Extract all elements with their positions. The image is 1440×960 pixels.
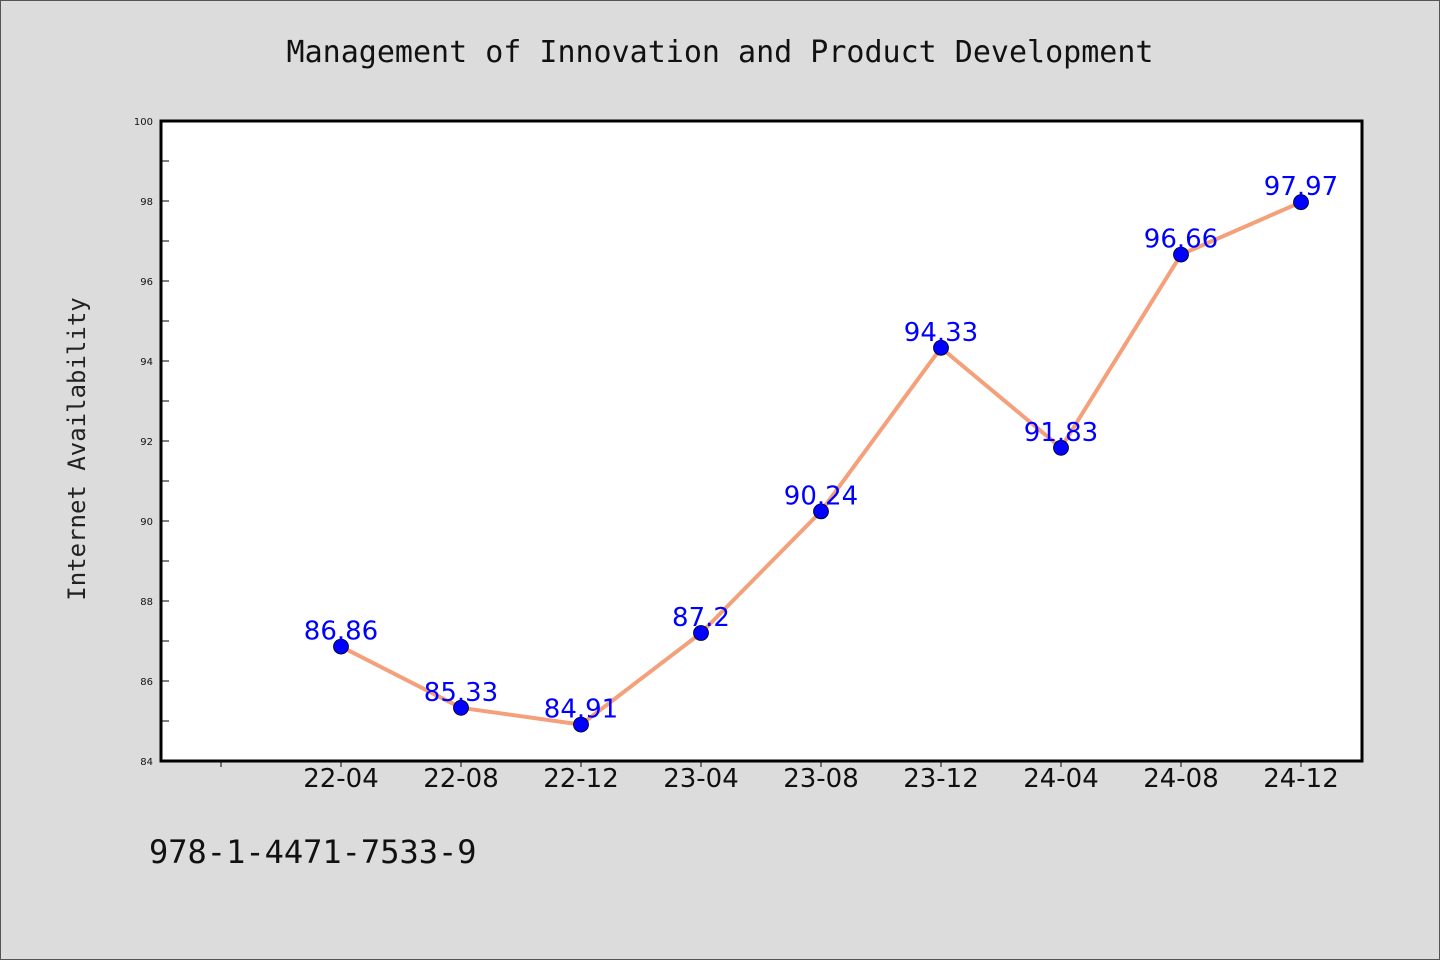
data-label: 94.33 xyxy=(904,318,978,348)
data-point xyxy=(813,503,829,520)
y-tick-label: 90 xyxy=(140,517,153,528)
x-tick-label: 23-12 xyxy=(903,764,979,794)
data-point xyxy=(573,716,589,733)
data-point xyxy=(693,625,709,641)
data-label: 87.2 xyxy=(672,603,730,633)
data-label: 90.24 xyxy=(784,481,858,511)
x-tick-label: 23-04 xyxy=(663,764,739,794)
x-tick-label: 24-08 xyxy=(1143,764,1219,794)
data-label: 86.86 xyxy=(304,617,378,647)
x-tick-label: 23-08 xyxy=(783,764,859,794)
y-tick-label: 86 xyxy=(140,677,153,688)
data-point xyxy=(333,638,349,655)
data-label: 96.66 xyxy=(1144,225,1218,255)
x-tick-label: 22-08 xyxy=(423,764,499,794)
x-tick-label: 22-12 xyxy=(543,764,619,794)
y-tick-label: 88 xyxy=(140,597,153,608)
data-point xyxy=(453,699,469,716)
x-tick-label: 22-04 xyxy=(303,764,379,794)
y-tick-label: 98 xyxy=(140,197,153,208)
x-tick-label: 24-12 xyxy=(1263,764,1339,794)
data-point xyxy=(1293,194,1309,211)
data-point xyxy=(933,339,949,356)
data-label: 85.33 xyxy=(424,678,498,708)
y-tick-label: 96 xyxy=(140,277,153,288)
data-label: 84.91 xyxy=(544,695,618,725)
y-tick-label: 84 xyxy=(140,757,153,768)
data-label: 91.83 xyxy=(1024,418,1098,448)
data-label: 97.97 xyxy=(1264,172,1338,202)
axes-frame xyxy=(159,119,1364,763)
data-point xyxy=(1173,246,1189,263)
y-tick-label: 100 xyxy=(134,117,153,128)
y-tick-label: 92 xyxy=(140,437,153,448)
data-point xyxy=(1053,439,1069,456)
y-tick-label: 94 xyxy=(140,357,153,368)
isbn-footnote: 978-1-4471-7533-9 xyxy=(149,833,477,871)
chart-title: Management of Innovation and Product Dev… xyxy=(286,35,1154,70)
x-tick-label: 24-04 xyxy=(1023,764,1099,794)
